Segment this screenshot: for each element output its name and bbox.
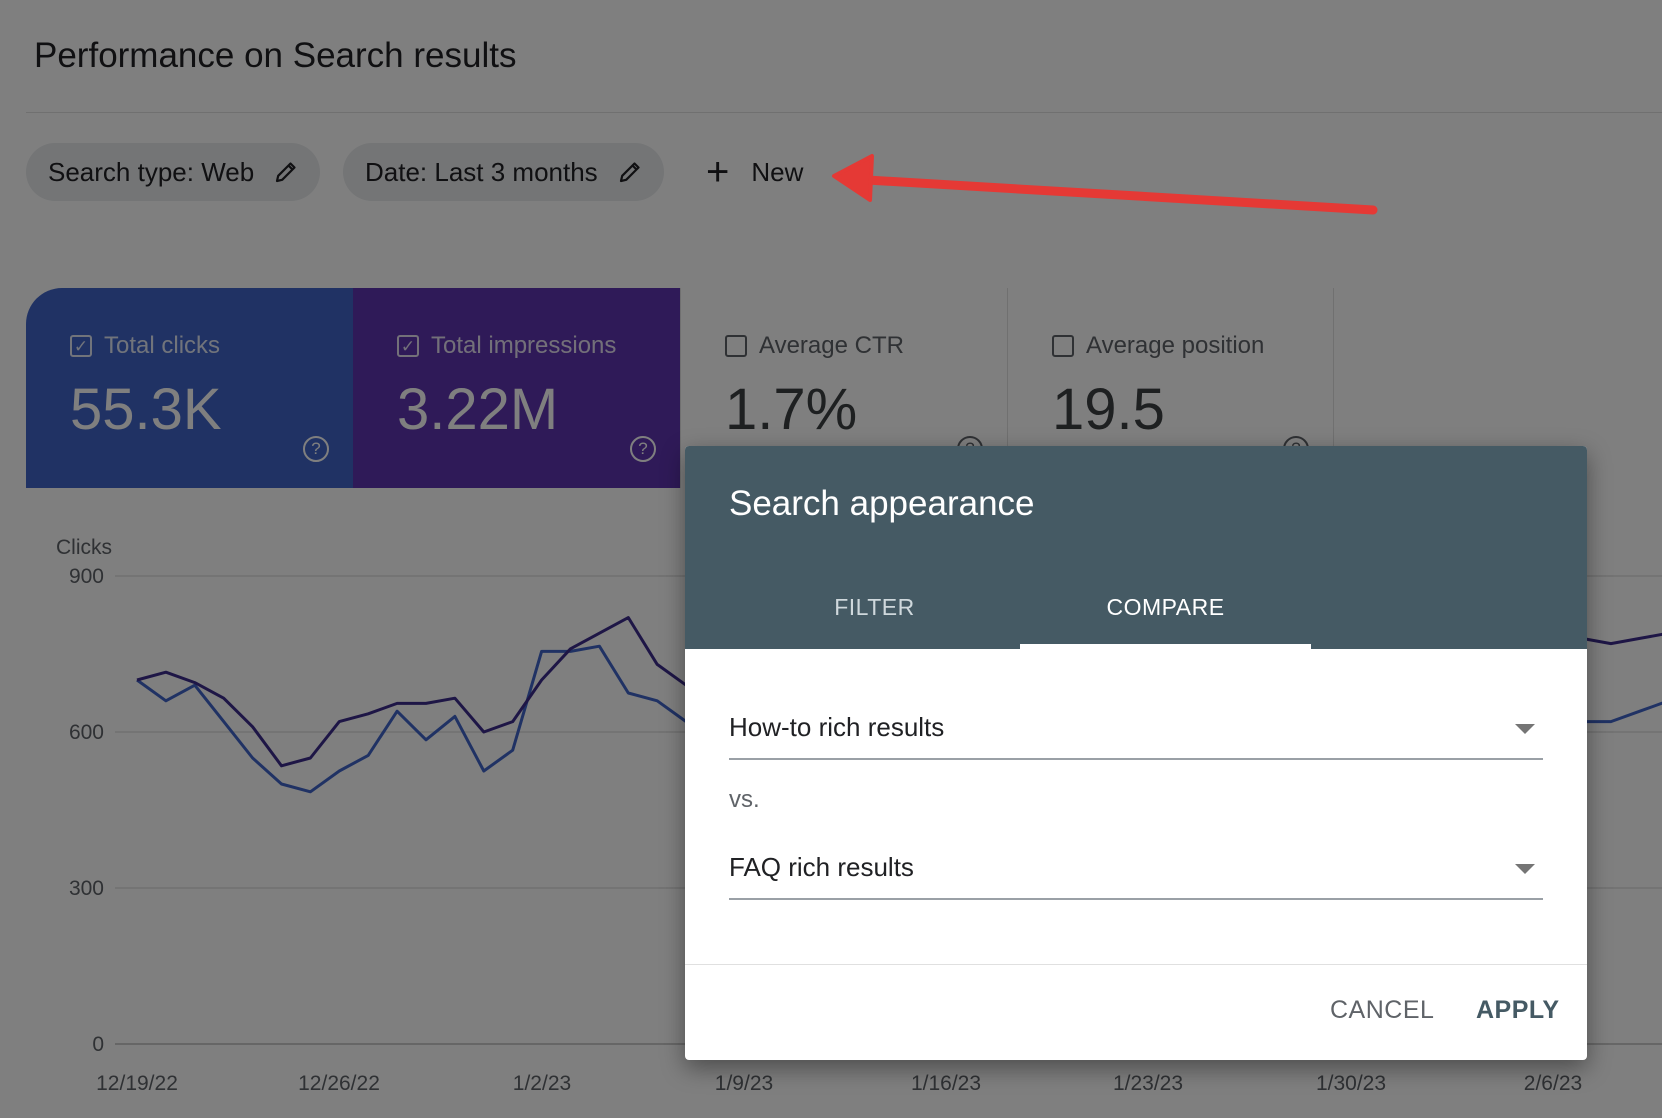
- active-tab-indicator: [1020, 644, 1311, 649]
- compare-select-first[interactable]: How-to rich results: [729, 688, 1543, 760]
- dropdown-caret-icon: [1515, 724, 1535, 734]
- dialog-footer-divider: [685, 964, 1587, 965]
- tab-compare[interactable]: COMPARE: [1106, 594, 1225, 620]
- cancel-button[interactable]: CANCEL: [1330, 996, 1435, 1024]
- apply-button[interactable]: APPLY: [1476, 996, 1560, 1024]
- compare-select-first-value: How-to rich results: [729, 712, 945, 742]
- tab-filter[interactable]: FILTER: [834, 594, 915, 620]
- red-arrow-annotation: [832, 154, 1378, 215]
- compare-select-second-value: FAQ rich results: [729, 852, 914, 882]
- dialog-title: Search appearance: [729, 484, 1035, 523]
- vs-label: vs.: [729, 786, 760, 813]
- compare-select-second[interactable]: FAQ rich results: [729, 828, 1543, 900]
- dialog-header: Search appearance FILTER COMPARE: [685, 446, 1587, 649]
- search-appearance-dialog: Search appearance FILTER COMPARE How-to …: [685, 446, 1587, 1060]
- dropdown-caret-icon: [1515, 864, 1535, 874]
